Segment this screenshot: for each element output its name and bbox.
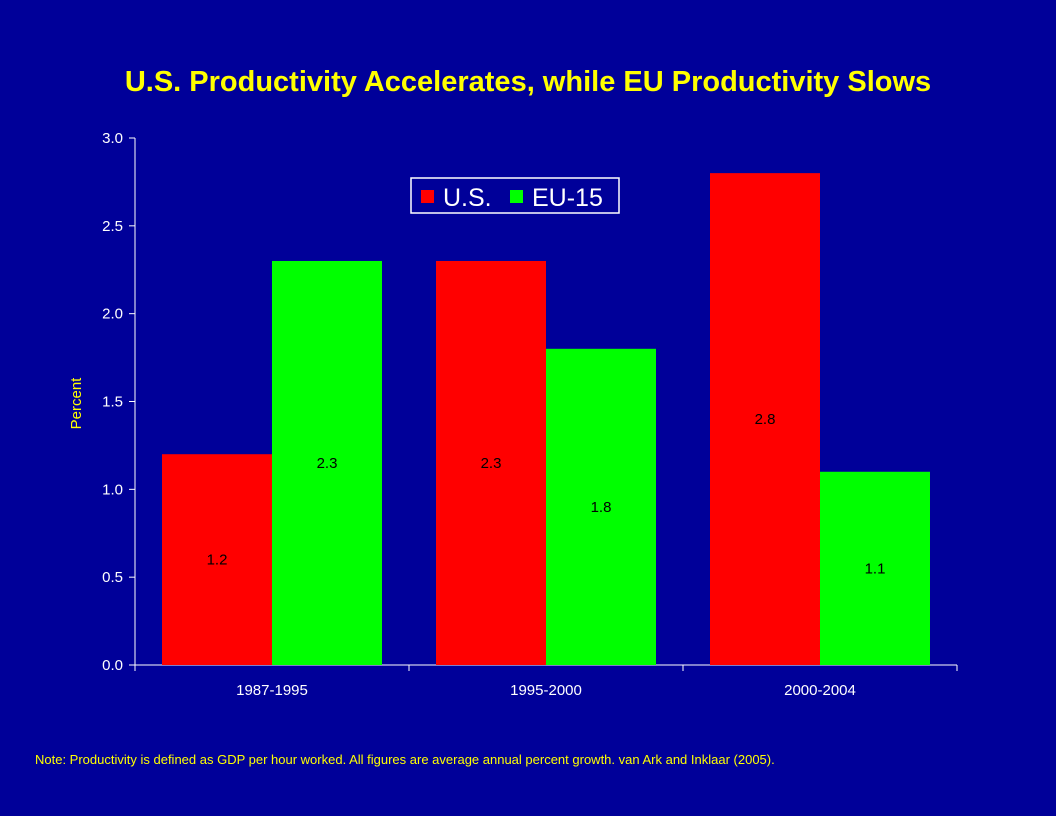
data-label: 1.2 [207, 552, 228, 569]
chart-title: U.S. Productivity Accelerates, while EU … [124, 66, 932, 98]
legend-swatch [510, 190, 523, 203]
legend-label: U.S. [443, 184, 492, 212]
y-tick-label: 2.5 [102, 218, 123, 235]
y-tick-label: 0.5 [102, 569, 123, 586]
chart-bars [162, 173, 930, 665]
data-label: 2.3 [481, 455, 502, 472]
x-category-label: 1987-1995 [236, 682, 308, 699]
data-label: 1.1 [865, 560, 886, 577]
y-tick-label: 1.0 [102, 481, 123, 498]
x-category-label: 1995-2000 [510, 682, 582, 699]
y-tick-label: 1.5 [102, 394, 123, 411]
legend-label: EU-15 [532, 184, 603, 212]
bar-u-s--2000-2004 [710, 173, 820, 665]
data-label: 2.8 [755, 411, 776, 428]
data-label: 2.3 [317, 455, 338, 472]
footnote: Note: Productivity is defined as GDP per… [35, 752, 775, 767]
bar-eu-15-1995-2000 [546, 348, 656, 665]
y-tick-label: 2.0 [102, 306, 123, 323]
legend-box [410, 177, 620, 214]
bar-eu-15-1987-1995 [272, 260, 382, 665]
legend-swatch [421, 190, 434, 203]
bar-u-s--1987-1995 [162, 454, 272, 665]
chart-data-labels: 1.2 2.3 2.3 1.8 2.8 1.1 [207, 411, 886, 577]
x-category-label: 2000-2004 [784, 682, 856, 699]
y-tick-label: 3.0 [102, 130, 123, 147]
bar-u-s--1995-2000 [436, 260, 546, 665]
y-axis-label: Percent [68, 377, 85, 430]
data-label: 1.8 [591, 499, 612, 516]
chart-legend: U.S. EU-15 [410, 177, 620, 214]
y-tick-label: 0.0 [102, 657, 123, 674]
bar-eu-15-2000-2004 [820, 471, 930, 665]
